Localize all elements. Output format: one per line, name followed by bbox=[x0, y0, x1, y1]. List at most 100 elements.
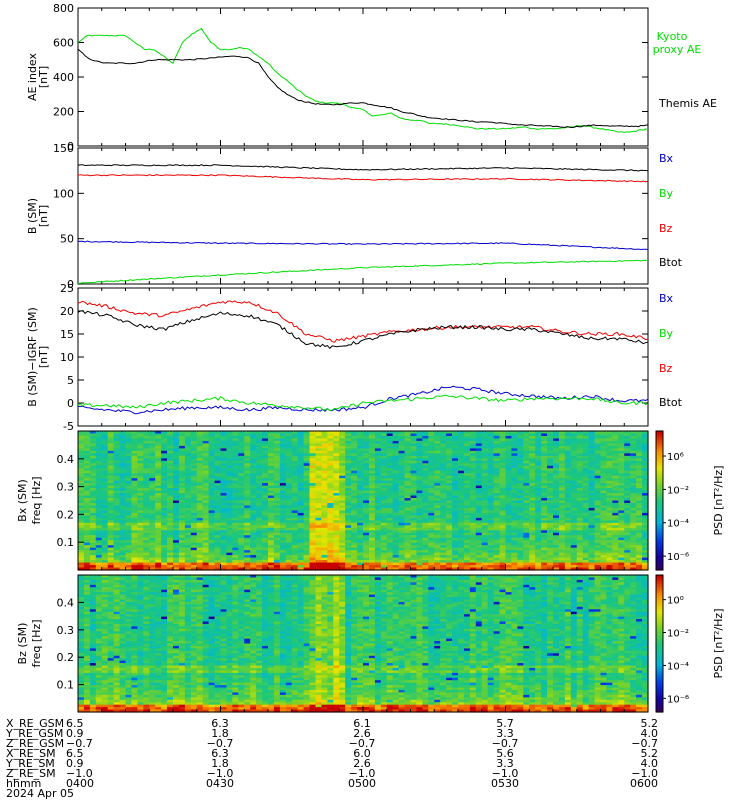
spectrogram-cell bbox=[262, 490, 269, 494]
spectrogram-cell bbox=[232, 502, 239, 507]
spectrogram-cell bbox=[220, 458, 228, 462]
spectrogram-cell bbox=[167, 440, 174, 445]
spectrogram-cell bbox=[131, 542, 138, 546]
spectrogram-cell bbox=[125, 485, 133, 489]
spectrogram-cell bbox=[184, 463, 192, 467]
spectrogram-cell bbox=[184, 435, 192, 440]
spectrogram-cell bbox=[202, 455, 210, 459]
spectrogram-cell bbox=[167, 502, 174, 507]
spectrogram-cell bbox=[143, 450, 150, 454]
legend-btot: Btot bbox=[659, 396, 683, 409]
spectrogram-cell bbox=[232, 547, 239, 551]
spectrogram-cell bbox=[161, 560, 168, 564]
spectrogram-cell bbox=[167, 478, 174, 482]
spectrogram-cell bbox=[143, 470, 150, 474]
spectrogram-cell bbox=[250, 485, 257, 489]
spectrogram-cell bbox=[184, 480, 192, 484]
spectrogram-cell bbox=[214, 475, 222, 479]
spectrogram-cell bbox=[250, 435, 257, 440]
spectrogram-cell bbox=[244, 460, 251, 464]
spectrogram-cell bbox=[238, 435, 245, 440]
spectrogram-cell bbox=[184, 460, 192, 464]
spectrogram-cell bbox=[250, 545, 257, 549]
spectrogram-cell bbox=[161, 493, 168, 497]
spectrogram-cell bbox=[202, 507, 210, 512]
spectrogram-cell bbox=[196, 537, 204, 541]
spectrogram-cell bbox=[244, 545, 251, 549]
spectrogram-cell bbox=[131, 488, 138, 492]
spectrogram-cell bbox=[262, 475, 269, 479]
y-axis-label: B (SM)−IGRF (SM) bbox=[26, 307, 39, 407]
spectrogram-cell bbox=[262, 495, 269, 499]
spectrogram-cell bbox=[119, 527, 127, 531]
spectrogram-cell bbox=[178, 532, 186, 536]
spectrogram-cell bbox=[107, 488, 115, 492]
spectrogram-cell bbox=[119, 525, 127, 529]
spectrogram-cell bbox=[250, 438, 257, 442]
spectrogram-cell bbox=[220, 517, 228, 521]
spectrogram-cell bbox=[161, 490, 168, 494]
spectrogram-cell bbox=[214, 498, 222, 502]
spectrogram-cell bbox=[113, 567, 121, 571]
spectrogram-cell bbox=[196, 473, 204, 477]
spectrogram-cell bbox=[113, 540, 121, 544]
spectrogram-cell bbox=[78, 525, 85, 529]
spectrogram-cell bbox=[256, 488, 263, 492]
spectrogram-cell bbox=[256, 460, 263, 464]
spectrogram-cell bbox=[101, 555, 109, 559]
spectrogram-cell bbox=[78, 490, 85, 494]
spectrogram-cell bbox=[256, 562, 263, 566]
spectrogram-cell bbox=[101, 448, 109, 452]
spectrogram-cell bbox=[226, 483, 233, 487]
spectrogram-cell bbox=[119, 450, 127, 454]
spectrogram-cell bbox=[220, 431, 228, 435]
spectrogram-cell bbox=[113, 458, 121, 462]
spectrogram-cell bbox=[137, 517, 144, 521]
spectrogram-cell bbox=[190, 505, 198, 509]
spectrogram-cell bbox=[178, 520, 186, 524]
spectrogram-cell bbox=[125, 478, 133, 482]
spectrogram-cell bbox=[190, 522, 198, 526]
spectrogram-cell bbox=[226, 520, 233, 524]
spectrogram-cell bbox=[190, 520, 198, 524]
spectrogram-cell bbox=[244, 525, 251, 529]
spectrogram-cell bbox=[238, 455, 245, 459]
spectrogram-cell bbox=[250, 525, 257, 529]
spectrogram-cell bbox=[232, 433, 239, 437]
spectrogram-cell bbox=[107, 545, 115, 549]
spectrogram-cell bbox=[95, 473, 103, 477]
spectrogram-cell bbox=[83, 555, 91, 559]
spectrogram-cell bbox=[226, 567, 233, 571]
spectrogram-cell bbox=[149, 448, 156, 452]
spectrogram-cell bbox=[161, 540, 168, 544]
spectrogram-cell bbox=[173, 431, 180, 435]
spectrogram-cell bbox=[178, 478, 186, 482]
spectrogram-cell bbox=[196, 493, 204, 497]
spectrogram-cell bbox=[220, 555, 228, 559]
spectrogram-cell bbox=[137, 445, 144, 449]
spectrogram-cell bbox=[238, 458, 245, 462]
spectrogram-cell bbox=[149, 530, 156, 534]
legend-bx: Bx bbox=[659, 292, 674, 305]
spectrogram-cell bbox=[262, 493, 269, 497]
spectrogram-cell bbox=[155, 507, 162, 512]
spectrogram-cell bbox=[250, 507, 257, 512]
spectrogram-cell bbox=[190, 540, 198, 544]
spectrogram-cell bbox=[173, 530, 180, 534]
spectrogram-cell bbox=[131, 473, 138, 477]
spectrogram-cell bbox=[196, 455, 204, 459]
spectrogram-cell bbox=[208, 458, 216, 462]
spectrogram-cell bbox=[214, 565, 222, 569]
spectrogram-cell bbox=[196, 562, 204, 566]
spectrogram-cell bbox=[232, 512, 239, 516]
spectrogram-cell bbox=[190, 448, 198, 452]
spectrogram-cell bbox=[220, 465, 228, 469]
spectrogram-cell bbox=[95, 515, 103, 519]
spectrogram-cell bbox=[262, 443, 269, 447]
spectrogram-cell bbox=[226, 557, 233, 561]
spectrogram-cell bbox=[143, 473, 150, 477]
spectrogram-cell bbox=[202, 535, 210, 539]
spectrogram-cell bbox=[226, 478, 233, 482]
spectrogram-cell bbox=[202, 483, 210, 487]
spectrogram-cell bbox=[107, 502, 115, 507]
